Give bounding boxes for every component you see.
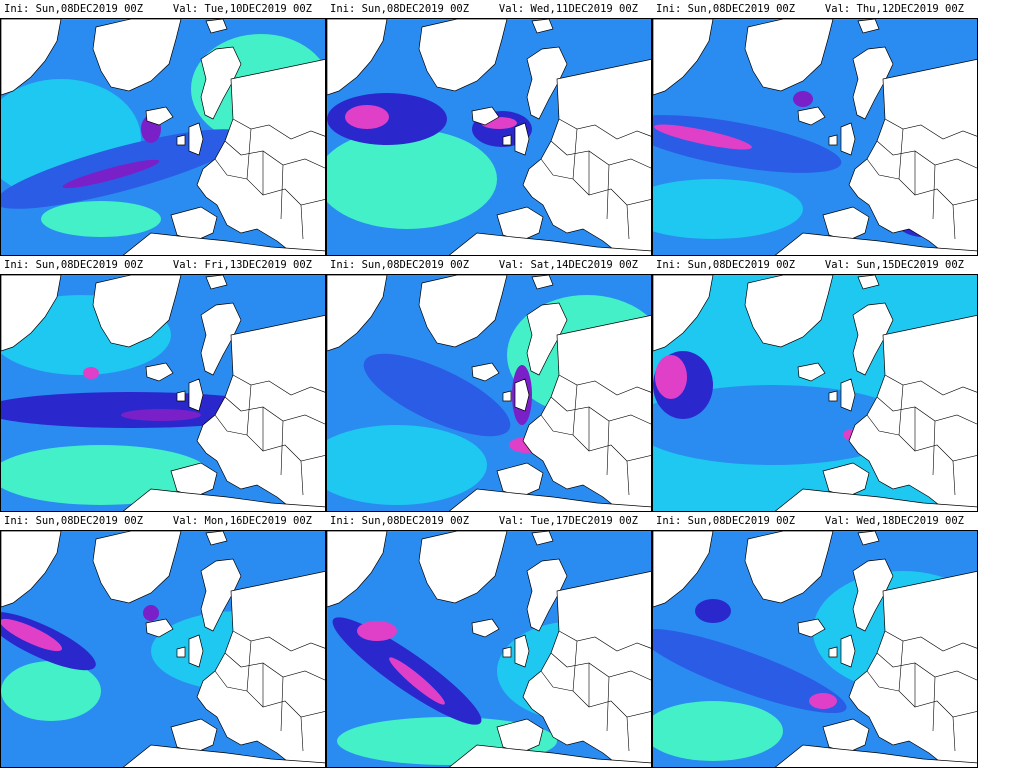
precip-map	[326, 274, 652, 512]
panel-header: Ini: Sun,08DEC2019 00Z Val: Mon,16DEC201…	[0, 512, 326, 530]
valid-time-label: Val: Thu,12DEC2019 00Z	[824, 3, 964, 15]
forecast-panel: Ini: Sun,08DEC2019 00Z Val: Sat,14DEC201…	[326, 256, 652, 512]
forecast-panel: Ini: Sun,08DEC2019 00Z Val: Tue,17DEC201…	[326, 512, 652, 768]
valid-time-label: Val: Sun,15DEC2019 00Z	[824, 259, 964, 271]
panel-header: Ini: Sun,08DEC2019 00Z Val: Thu,12DEC201…	[652, 0, 978, 18]
forecast-panel: Ini: Sun,08DEC2019 00Z Val: Wed,11DEC201…	[326, 0, 652, 256]
precip-map	[0, 18, 326, 256]
init-time-label: Ini: Sun,08DEC2019 00Z	[330, 3, 470, 15]
init-time-label: Ini: Sun,08DEC2019 00Z	[4, 3, 144, 15]
init-time-label: Ini: Sun,08DEC2019 00Z	[330, 259, 470, 271]
map-graphic	[327, 531, 651, 767]
valid-time-label: Val: Tue,17DEC2019 00Z	[498, 515, 638, 527]
map-graphic	[1, 275, 325, 511]
panel-header: Ini: Sun,08DEC2019 00Z Val: Wed,11DEC201…	[326, 0, 652, 18]
valid-time-label: Val: Sat,14DEC2019 00Z	[498, 259, 638, 271]
init-time-label: Ini: Sun,08DEC2019 00Z	[330, 515, 470, 527]
precip-map	[652, 18, 978, 256]
forecast-panel: Ini: Sun,08DEC2019 00Z Val: Thu,12DEC201…	[652, 0, 978, 256]
precip-map	[0, 274, 326, 512]
valid-time-label: Val: Mon,16DEC2019 00Z	[172, 515, 312, 527]
map-graphic	[1, 19, 325, 255]
map-graphic	[653, 275, 977, 511]
init-time-label: Ini: Sun,08DEC2019 00Z	[4, 259, 144, 271]
precip-map	[326, 18, 652, 256]
precip-map	[652, 530, 978, 768]
forecast-panel: Ini: Sun,08DEC2019 00Z Val: Tue,10DEC201…	[0, 0, 326, 256]
panel-header: Ini: Sun,08DEC2019 00Z Val: Tue,17DEC201…	[326, 512, 652, 530]
map-graphic	[327, 275, 651, 511]
valid-time-label: Val: Tue,10DEC2019 00Z	[172, 3, 312, 15]
init-time-label: Ini: Sun,08DEC2019 00Z	[656, 259, 796, 271]
map-graphic	[1, 531, 325, 767]
init-time-label: Ini: Sun,08DEC2019 00Z	[656, 515, 796, 527]
precip-map	[652, 274, 978, 512]
forecast-panel: Ini: Sun,08DEC2019 00Z Val: Sun,15DEC201…	[652, 256, 978, 512]
panel-header: Ini: Sun,08DEC2019 00Z Val: Wed,18DEC201…	[652, 512, 978, 530]
forecast-panel: Ini: Sun,08DEC2019 00Z Val: Fri,13DEC201…	[0, 256, 326, 512]
valid-time-label: Val: Fri,13DEC2019 00Z	[172, 259, 312, 271]
valid-time-label: Val: Wed,18DEC2019 00Z	[824, 515, 964, 527]
panel-header: Ini: Sun,08DEC2019 00Z Val: Fri,13DEC201…	[0, 256, 326, 274]
map-graphic	[327, 19, 651, 255]
panel-header: Ini: Sun,08DEC2019 00Z Val: Tue,10DEC201…	[0, 0, 326, 18]
init-time-label: Ini: Sun,08DEC2019 00Z	[656, 3, 796, 15]
precip-map	[0, 530, 326, 768]
forecast-panel: Ini: Sun,08DEC2019 00Z Val: Wed,18DEC201…	[652, 512, 978, 768]
valid-time-label: Val: Wed,11DEC2019 00Z	[498, 3, 638, 15]
map-graphic	[653, 19, 977, 255]
map-graphic	[653, 531, 977, 767]
forecast-panel: Ini: Sun,08DEC2019 00Z Val: Mon,16DEC201…	[0, 512, 326, 768]
init-time-label: Ini: Sun,08DEC2019 00Z	[4, 515, 144, 527]
panel-header: Ini: Sun,08DEC2019 00Z Val: Sun,15DEC201…	[652, 256, 978, 274]
precip-map	[326, 530, 652, 768]
panel-header: Ini: Sun,08DEC2019 00Z Val: Sat,14DEC201…	[326, 256, 652, 274]
